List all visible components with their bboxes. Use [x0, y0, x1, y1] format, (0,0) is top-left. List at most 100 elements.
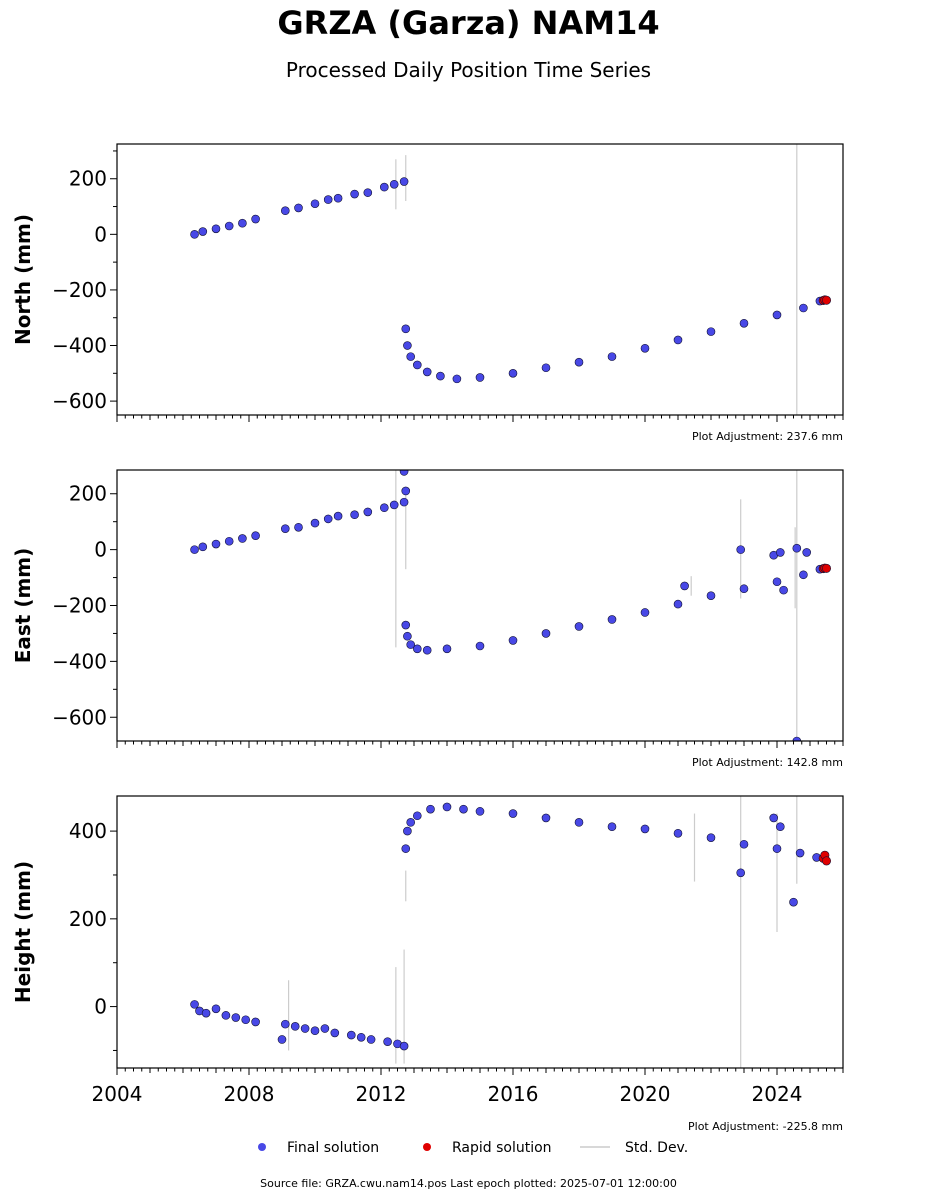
- final-solution-point: [795, 848, 805, 858]
- final-solution-point: [231, 1013, 241, 1022]
- final-solution-point: [224, 221, 234, 231]
- final-solution-point: [350, 510, 359, 520]
- y-tick-label: 0: [94, 538, 107, 562]
- final-solution-point: [201, 1008, 211, 1018]
- final-solution-point: [333, 193, 343, 203]
- final-solution-point: [426, 804, 435, 814]
- final-solution-point: [401, 844, 411, 853]
- final-solution-point: [403, 631, 412, 641]
- final-solution-point: [673, 828, 683, 838]
- final-solution-point: [238, 534, 247, 543]
- final-solution-point: [198, 542, 208, 552]
- y-axis-label: East (mm): [11, 548, 35, 664]
- final-solution-point: [399, 497, 409, 507]
- final-solution-point: [389, 180, 399, 189]
- final-solution-point: [475, 641, 485, 651]
- legend-label: Final solution: [287, 1140, 379, 1156]
- final-solution-point: [412, 811, 422, 821]
- y-tick-label: 200: [69, 482, 107, 506]
- y-tick-label: 0: [94, 995, 107, 1019]
- final-solution-point: [772, 844, 782, 853]
- final-solution-point: [640, 343, 650, 353]
- final-solution-point: [280, 206, 290, 216]
- plot-area: [190, 144, 831, 415]
- final-solution-point: [401, 486, 411, 496]
- legend-item: Final solution: [258, 1140, 379, 1156]
- final-solution-point: [673, 599, 683, 609]
- final-solution-point: [277, 1035, 287, 1044]
- legend-label: Rapid solution: [452, 1140, 552, 1156]
- final-solution-point: [403, 341, 412, 350]
- final-solution-point: [366, 1035, 376, 1044]
- legend: Final solution Rapid solution Std. Dev.: [258, 1140, 688, 1156]
- final-solution-point: [241, 1015, 250, 1025]
- final-solution-point: [442, 644, 452, 654]
- final-solution-point: [399, 1041, 409, 1051]
- legend-item: Rapid solution: [423, 1140, 552, 1156]
- final-solution-point: [403, 826, 412, 836]
- panel-3: 2004 2008 2012 2016 2020 2024 400 200 0 Height (m…: [11, 795, 844, 1133]
- final-solution-point: [350, 189, 359, 199]
- y-tick-label: 0: [94, 222, 107, 246]
- final-solution-point: [211, 539, 221, 549]
- final-solution-point: [251, 214, 260, 224]
- final-solution-point: [673, 335, 683, 345]
- final-solution-point: [541, 813, 551, 823]
- final-solution-point: [706, 833, 716, 842]
- final-solution-point: [211, 224, 221, 234]
- final-solution-point: [792, 543, 802, 553]
- y-tick-label: 400: [69, 819, 107, 843]
- final-solution-point: [238, 218, 247, 228]
- final-solution-point: [789, 897, 798, 907]
- final-solution-point: [333, 511, 343, 521]
- final-solution-point: [356, 1032, 366, 1042]
- final-solution-point: [422, 645, 432, 655]
- final-solution-point: [290, 1022, 300, 1031]
- final-solution-point: [401, 324, 411, 334]
- final-solution-point: [792, 736, 802, 741]
- final-solution-point: [607, 352, 617, 361]
- final-solution-point: [799, 570, 808, 580]
- final-solution-point: [406, 352, 416, 361]
- final-solution-point: [739, 318, 749, 328]
- final-solution-point: [294, 522, 303, 532]
- final-solution-point: [508, 809, 518, 818]
- legend-item: Std. Dev.: [580, 1140, 688, 1156]
- final-solution-point: [211, 1004, 221, 1014]
- final-solution-point: [379, 503, 389, 513]
- final-solution-point: [574, 818, 584, 827]
- final-solution-point: [323, 195, 333, 204]
- plot-area: [190, 470, 831, 741]
- final-solution-point: [280, 524, 290, 533]
- chart-subtitle: Processed Daily Position Time Series: [285, 58, 652, 82]
- final-solution-point: [251, 531, 260, 540]
- final-solution-point: [406, 640, 416, 649]
- plot-adjustment-note: Plot Adjustment: 237.6 mm: [692, 430, 843, 443]
- x-tick-label: 2024: [752, 1082, 803, 1106]
- final-solution-point: [436, 371, 445, 381]
- final-solution-point: [406, 818, 416, 827]
- final-solution-point: [251, 1017, 260, 1027]
- final-solution-point: [452, 374, 462, 384]
- final-solution-point: [294, 203, 303, 213]
- final-solution-point: [320, 1024, 330, 1033]
- final-solution-point: [459, 804, 468, 814]
- y-tick-label: −400: [52, 334, 107, 358]
- rapid-solution-point: [821, 563, 831, 573]
- final-solution-point: [190, 545, 199, 554]
- final-solution-point: [680, 581, 689, 591]
- final-solution-point: [280, 1019, 290, 1029]
- final-solution-point: [739, 839, 749, 849]
- final-solution-point: [640, 608, 650, 617]
- y-tick-label: 200: [69, 167, 107, 191]
- chart-title: GRZA (Garza) NAM14: [277, 4, 660, 42]
- final-solution-point: [224, 536, 234, 546]
- final-solution-point: [422, 367, 432, 377]
- final-solution-point: [607, 822, 617, 832]
- final-solution-point: [401, 620, 411, 630]
- source-note: Source file: GRZA.cwu.nam14.pos Last epo…: [260, 1177, 677, 1190]
- final-solution-point: [389, 500, 399, 510]
- y-axis-label: Height (mm): [11, 861, 35, 1003]
- y-tick-label: 200: [69, 907, 107, 931]
